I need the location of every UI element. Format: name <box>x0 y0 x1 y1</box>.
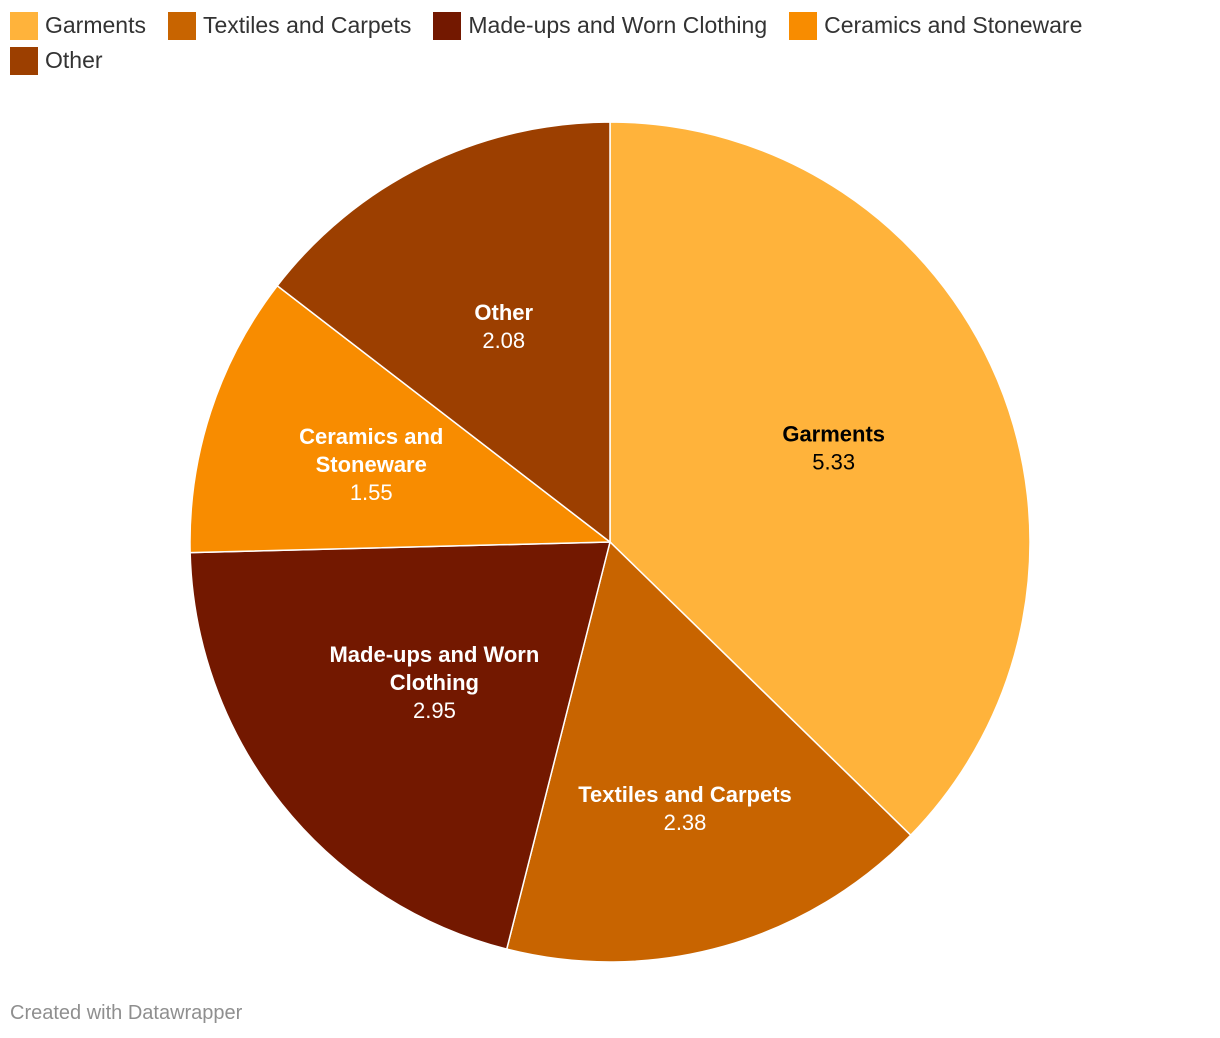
pie-slice-ceramics-and-stoneware[interactable] <box>189 284 613 554</box>
legend-swatch <box>10 11 38 40</box>
slice-value: 2.95 <box>413 698 456 723</box>
slice-value: 2.08 <box>482 328 525 353</box>
legend-swatch <box>789 11 818 40</box>
slice-value: 2.38 <box>664 810 707 835</box>
legend-item-made-ups-and-worn-clothing: Made-ups and Worn Clothing <box>433 11 767 40</box>
slice-name: Ceramics and <box>299 424 443 449</box>
slice-label-garments: Garments 5.33 <box>782 422 885 475</box>
legend: Garments Textiles and Carpets Made-ups and… <box>10 11 1170 75</box>
legend-label: Made-ups and Worn Clothing <box>468 12 768 38</box>
slice-label-ceramics-and-stoneware: Ceramics and Stoneware 1.55 <box>299 424 443 505</box>
slice-name: Other <box>474 300 533 325</box>
pie-chart: Garments 5.33 Textiles and Carpets 2.38 Made… <box>189 121 1031 963</box>
slice-value: 5.33 <box>812 450 855 475</box>
pie-slice-textiles-and-carpets[interactable] <box>505 540 912 963</box>
legend-item-ceramics-and-stoneware: Ceramics and Stoneware <box>789 11 1082 40</box>
pie-slice-garments[interactable] <box>609 121 1031 837</box>
legend-item-garments: Garments <box>10 11 146 40</box>
slice-label-made-ups-and-worn-clothing: Made-ups and Worn Clothing 2.95 <box>329 642 539 723</box>
slice-label-other: Other 2.08 <box>474 300 533 353</box>
slice-name: Stoneware <box>316 452 427 477</box>
footer-credit[interactable]: Created with Datawrapper <box>10 1002 243 1024</box>
legend-swatch <box>10 46 38 75</box>
legend-item-other: Other <box>10 46 103 75</box>
slice-name: Textiles and Carpets <box>578 782 792 807</box>
legend-label: Other <box>45 47 103 73</box>
legend-item-textiles-and-carpets: Textiles and Carpets <box>167 11 412 40</box>
slice-value: 1.55 <box>350 480 393 505</box>
legend-swatch <box>433 11 462 40</box>
slice-name: Clothing <box>390 670 479 695</box>
legend-label: Garments <box>45 12 146 38</box>
slice-name: Made-ups and Worn <box>329 642 539 667</box>
slice-name: Garments <box>782 422 885 447</box>
legend-label: Textiles and Carpets <box>202 12 412 38</box>
pie-slice-other[interactable] <box>276 121 611 544</box>
pie-slice-made-ups-and-worn-clothing[interactable] <box>189 541 611 951</box>
legend-swatch <box>167 11 196 40</box>
slice-label-textiles-and-carpets: Textiles and Carpets 2.38 <box>578 782 792 835</box>
legend-label: Ceramics and Stoneware <box>824 12 1083 38</box>
